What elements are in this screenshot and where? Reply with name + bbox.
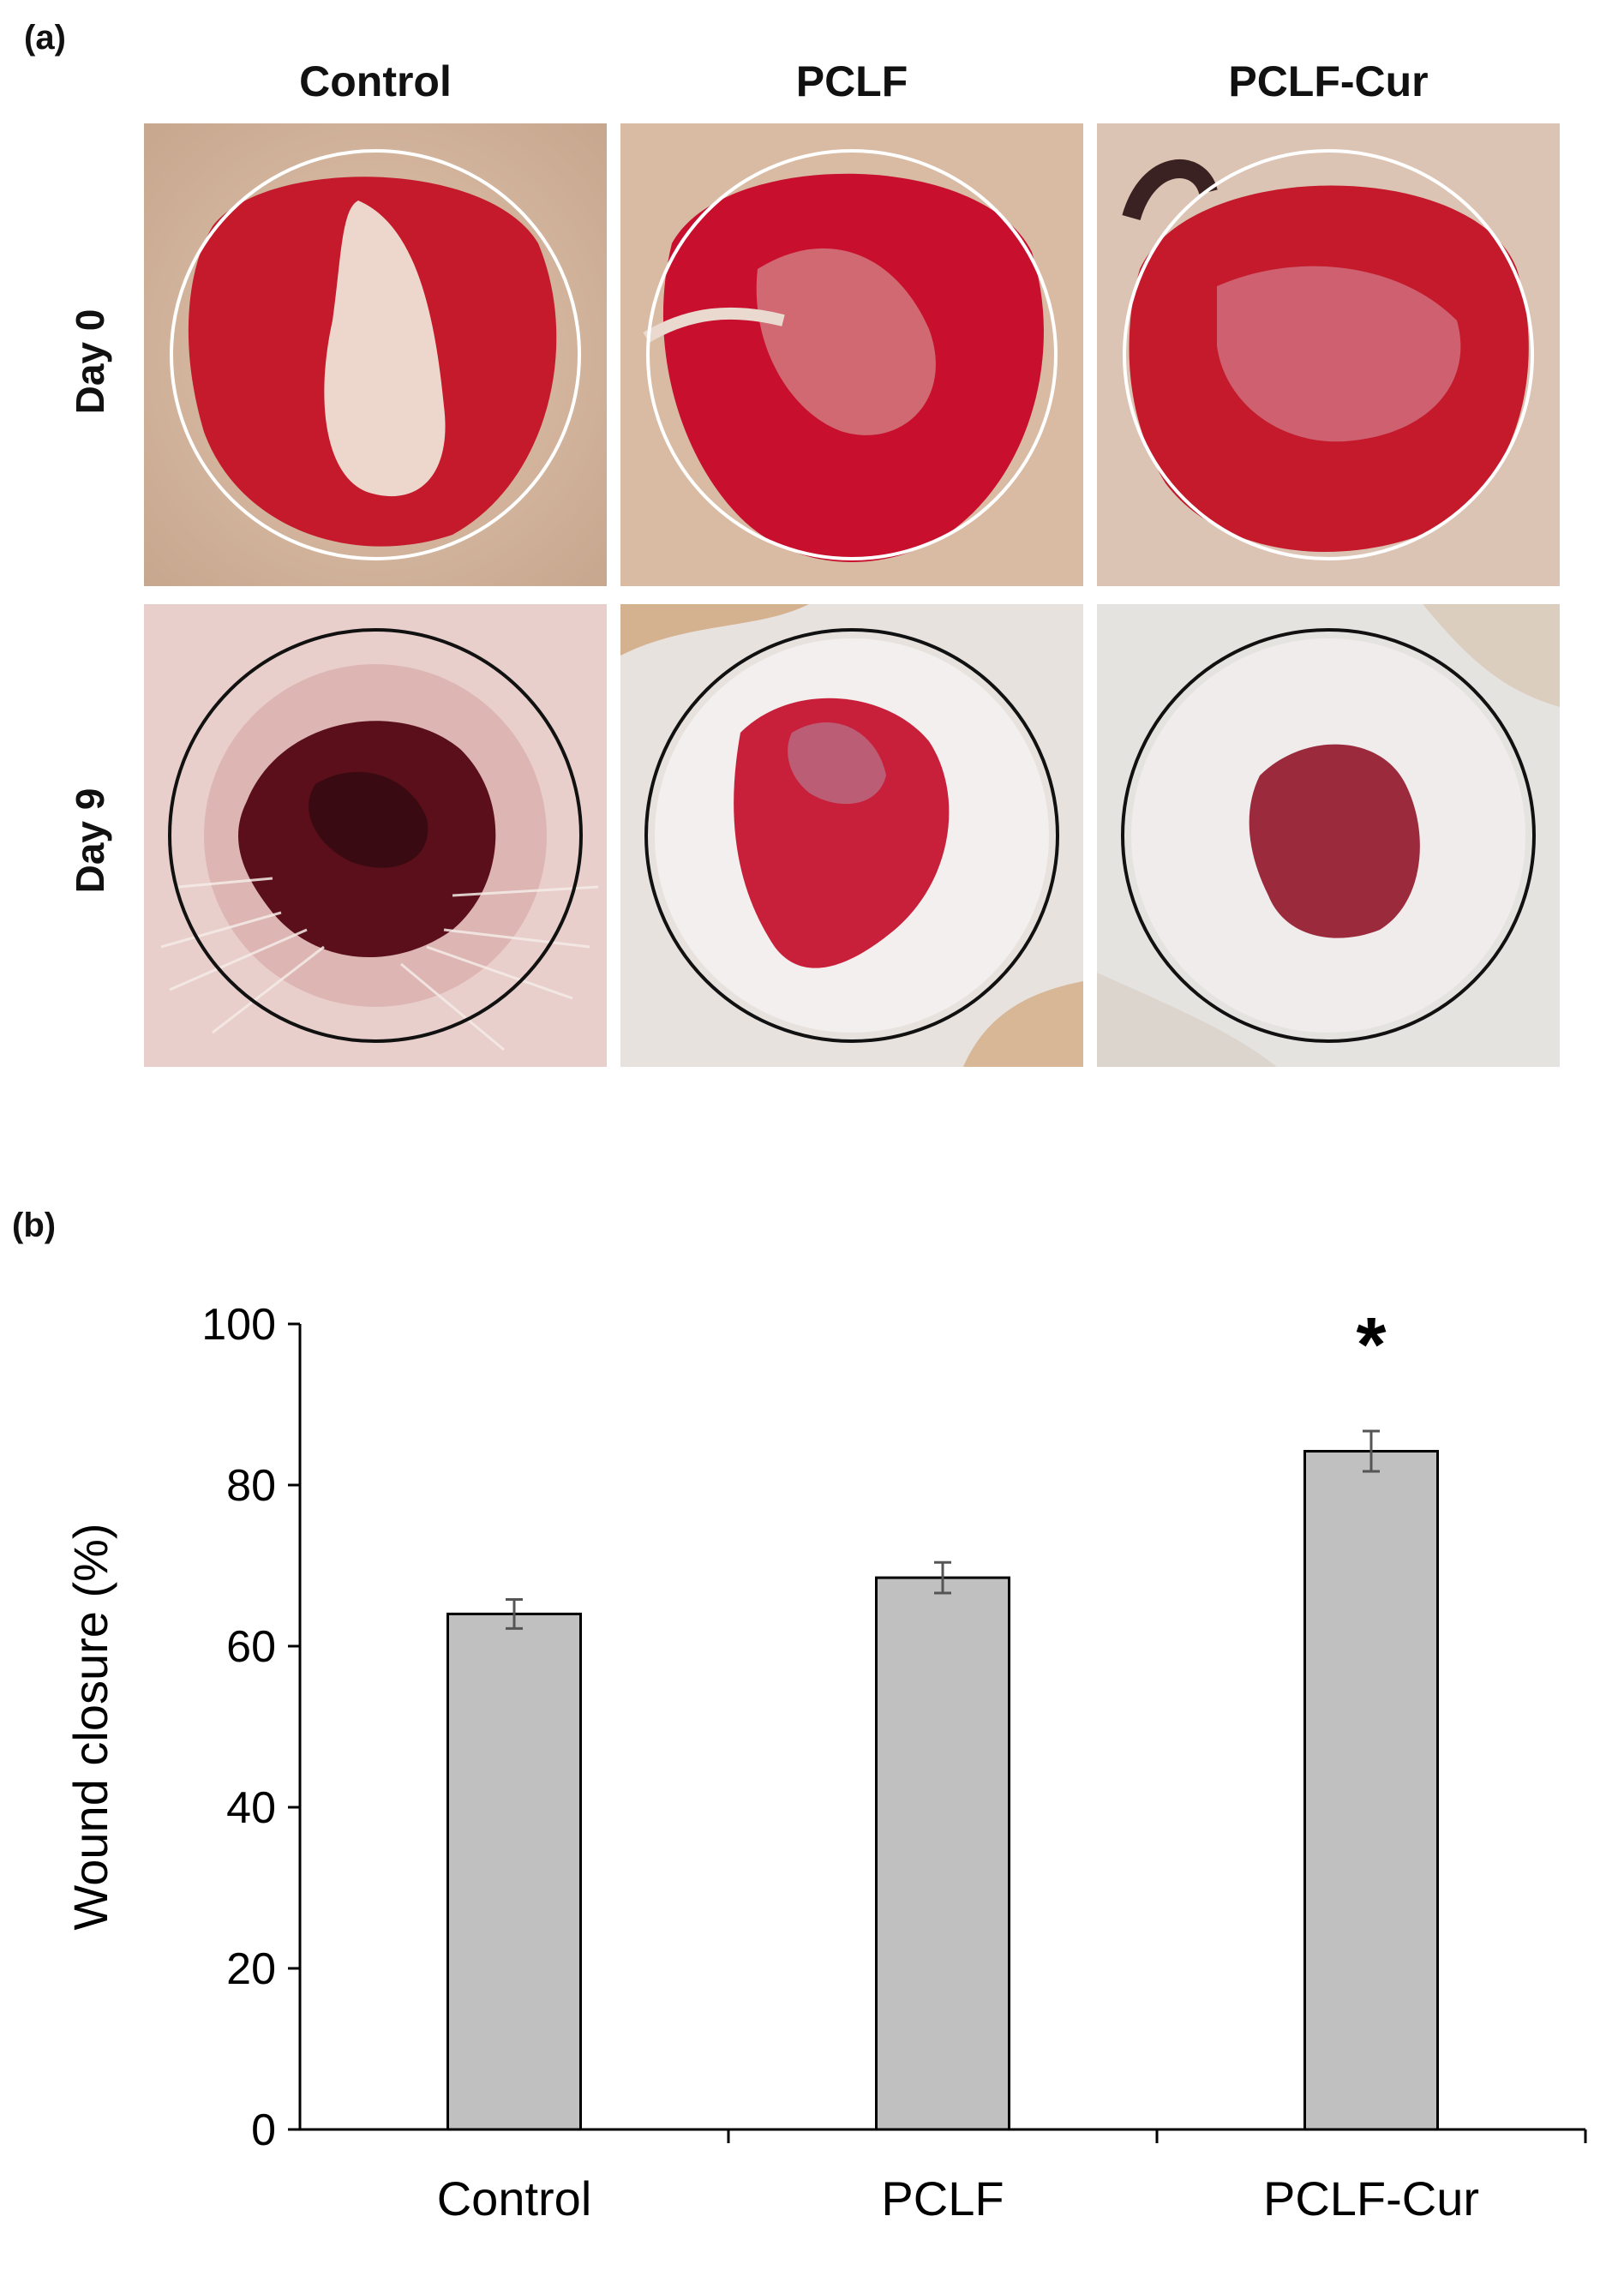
y-tick-label: 60 [226,1622,276,1672]
y-axis-label: Wound closure (%) [63,1523,117,1930]
x-tick-label: PCLF-Cur [1263,2171,1479,2225]
significance-asterisk: * [1356,1303,1386,1388]
wound-boundary-circle [1121,628,1536,1043]
photo-pclf-cur-day-9 [1097,604,1560,1067]
photo-control-day-0 [144,123,607,586]
photo-control-day-9 [144,604,607,1067]
wound-closure-chart: 0 20 40 60 80 100 Control PCLF PCLF-Cur * Wound cl… [0,1234,1624,2270]
y-tick-label: 80 [226,1461,276,1511]
y-tick-label: 40 [226,1783,276,1833]
bar-pclf [875,1576,1010,2131]
wound-boundary-circle [170,149,581,560]
column-header-control: Control [299,57,452,105]
column-header-pclf: PCLF [795,57,908,105]
y-tick-label: 20 [226,1944,276,1994]
panel-b-label: (b) [12,1207,57,1244]
row-header-day-9: Day 9 [68,788,112,894]
photo-pclf-cur-day-0 [1097,123,1560,586]
photo-pclf-day-9 [620,604,1083,1067]
y-tick-label: 100 [201,1300,276,1350]
panel-a-label: (a) [24,19,66,57]
y-tick-label: 0 [251,2105,276,2155]
bar-control [446,1612,582,2131]
wound-boundary-circle [644,628,1059,1043]
x-tick-label: Control [437,2171,592,2225]
column-header-pclf-cur: PCLF-Cur [1228,57,1429,105]
x-tick-label: PCLF [881,2171,1004,2225]
wound-boundary-circle [1123,149,1534,560]
wound-boundary-circle [168,628,583,1043]
photo-pclf-day-0 [620,123,1083,586]
row-header-day-0: Day 0 [68,308,112,415]
wound-boundary-circle [646,149,1058,560]
bar-pclf-cur [1303,1450,1439,2131]
